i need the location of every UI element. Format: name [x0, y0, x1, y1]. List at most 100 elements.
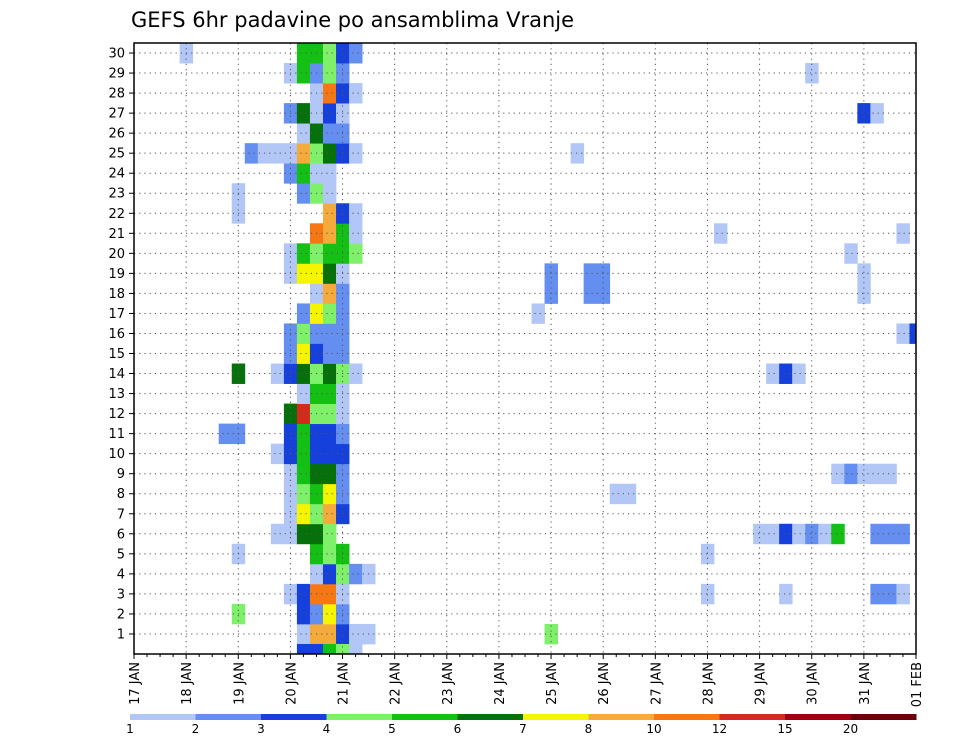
precip-cell [713, 223, 728, 244]
x-tick-label: 19 JAN [232, 662, 247, 705]
precip-cell [531, 303, 545, 324]
precip-cell [831, 463, 845, 485]
chart-title: GEFS 6hr padavine po ansamblima Vranje [131, 8, 574, 32]
colorbar-swatch [654, 714, 720, 720]
y-tick-label: 12 [108, 407, 125, 422]
precip-cell [296, 443, 311, 465]
precip-cell [322, 243, 337, 264]
precip-cell [322, 523, 337, 545]
precip-cell [296, 623, 311, 645]
x-tick-label: 28 JAN [701, 662, 716, 705]
precip-cell [544, 263, 558, 284]
y-tick-label: 24 [108, 167, 125, 182]
y-tick-label: 20 [108, 247, 125, 262]
y-tick-label: 21 [108, 227, 125, 242]
precip-cell [896, 523, 910, 545]
precip-cell [296, 583, 311, 605]
precip-cell [805, 523, 819, 545]
precip-cell [322, 63, 337, 84]
colorbar-label: 2 [192, 722, 200, 736]
y-tick-label: 30 [108, 47, 125, 62]
precip-cell [349, 143, 363, 164]
y-tick-label: 11 [108, 427, 125, 442]
precip-cell [753, 523, 767, 545]
precip-cell [844, 243, 858, 264]
precip-cell [296, 363, 311, 384]
precip-cell [270, 523, 285, 545]
y-tick-label: 17 [108, 307, 125, 322]
precip-cell [296, 503, 311, 525]
precip-cell [296, 43, 311, 64]
y-tick-label: 7 [117, 507, 125, 522]
precip-cell [296, 123, 311, 144]
precip-cell [700, 543, 715, 565]
y-tick-label: 22 [108, 207, 125, 222]
colorbar-label: 15 [777, 722, 792, 736]
precip-cell [218, 423, 233, 445]
precip-cell [322, 403, 337, 425]
precip-cell [296, 163, 311, 184]
colorbar-label: 4 [323, 722, 331, 736]
precip-cell [596, 263, 611, 284]
precip-cell [270, 143, 285, 164]
precip-cell [779, 583, 793, 605]
precip-cell [322, 283, 337, 304]
x-tick-label: 22 JAN [389, 662, 404, 705]
colorbar-swatch [195, 714, 262, 720]
x-tick-label: 31 JAN [858, 662, 873, 705]
x-tick-label: 18 JAN [180, 662, 195, 705]
precip-cell [296, 603, 311, 625]
precip-cell [322, 483, 337, 505]
cells-layer [179, 43, 917, 655]
x-tick-label: 21 JAN [337, 662, 352, 705]
colorbar-swatch [785, 714, 851, 720]
precip-cell [844, 463, 858, 485]
precip-cell [322, 103, 337, 124]
y-tick-label: 1 [117, 627, 125, 642]
grid-layer [134, 43, 916, 654]
precip-cell [322, 463, 337, 485]
x-tick-label: 01 FEB [910, 662, 925, 707]
colorbar-swatch [523, 714, 589, 720]
precip-cell [349, 83, 363, 104]
x-tick-label: 25 JAN [545, 662, 560, 705]
colorbar-label: 1 [126, 722, 134, 736]
precip-cell [883, 463, 897, 485]
y-tick-label: 26 [108, 127, 125, 142]
precip-cell [322, 143, 337, 164]
precip-cell [700, 583, 715, 605]
y-tick-label: 8 [117, 487, 125, 502]
precip-cell [792, 523, 806, 545]
precip-cell [296, 403, 311, 425]
y-tick-label: 4 [117, 567, 125, 582]
y-tick-label: 19 [108, 267, 125, 282]
precip-cell [349, 43, 363, 64]
colorbar-swatch [392, 714, 458, 720]
y-tick-label: 5 [117, 547, 125, 562]
precip-cell [309, 643, 324, 655]
precip-cell [296, 103, 311, 124]
y-tick-label: 10 [108, 447, 125, 462]
precip-cell [296, 383, 311, 404]
precip-cell [322, 83, 337, 104]
precip-cell [296, 483, 311, 505]
precip-cell [805, 63, 819, 84]
precip-cell [322, 323, 337, 344]
y-tick-label: 15 [108, 347, 125, 362]
precip-cell [896, 323, 910, 344]
precip-cell [766, 523, 780, 545]
precip-cell [349, 623, 363, 645]
precip-cell [336, 643, 350, 655]
precip-cell [322, 383, 337, 404]
precip-cell [322, 503, 337, 525]
colorbar: 1 2 3 4 5 6 7 8 10 12 15 20 [126, 714, 917, 736]
precip-cell [792, 363, 806, 384]
y-tick-label: 6 [117, 527, 125, 542]
precip-cell [857, 463, 871, 485]
precip-cell [857, 103, 871, 124]
colorbar-swatch [457, 714, 524, 720]
colorbar-swatch [719, 714, 786, 720]
y-tick-label: 13 [108, 387, 125, 402]
y-tick-label: 2 [117, 607, 125, 622]
